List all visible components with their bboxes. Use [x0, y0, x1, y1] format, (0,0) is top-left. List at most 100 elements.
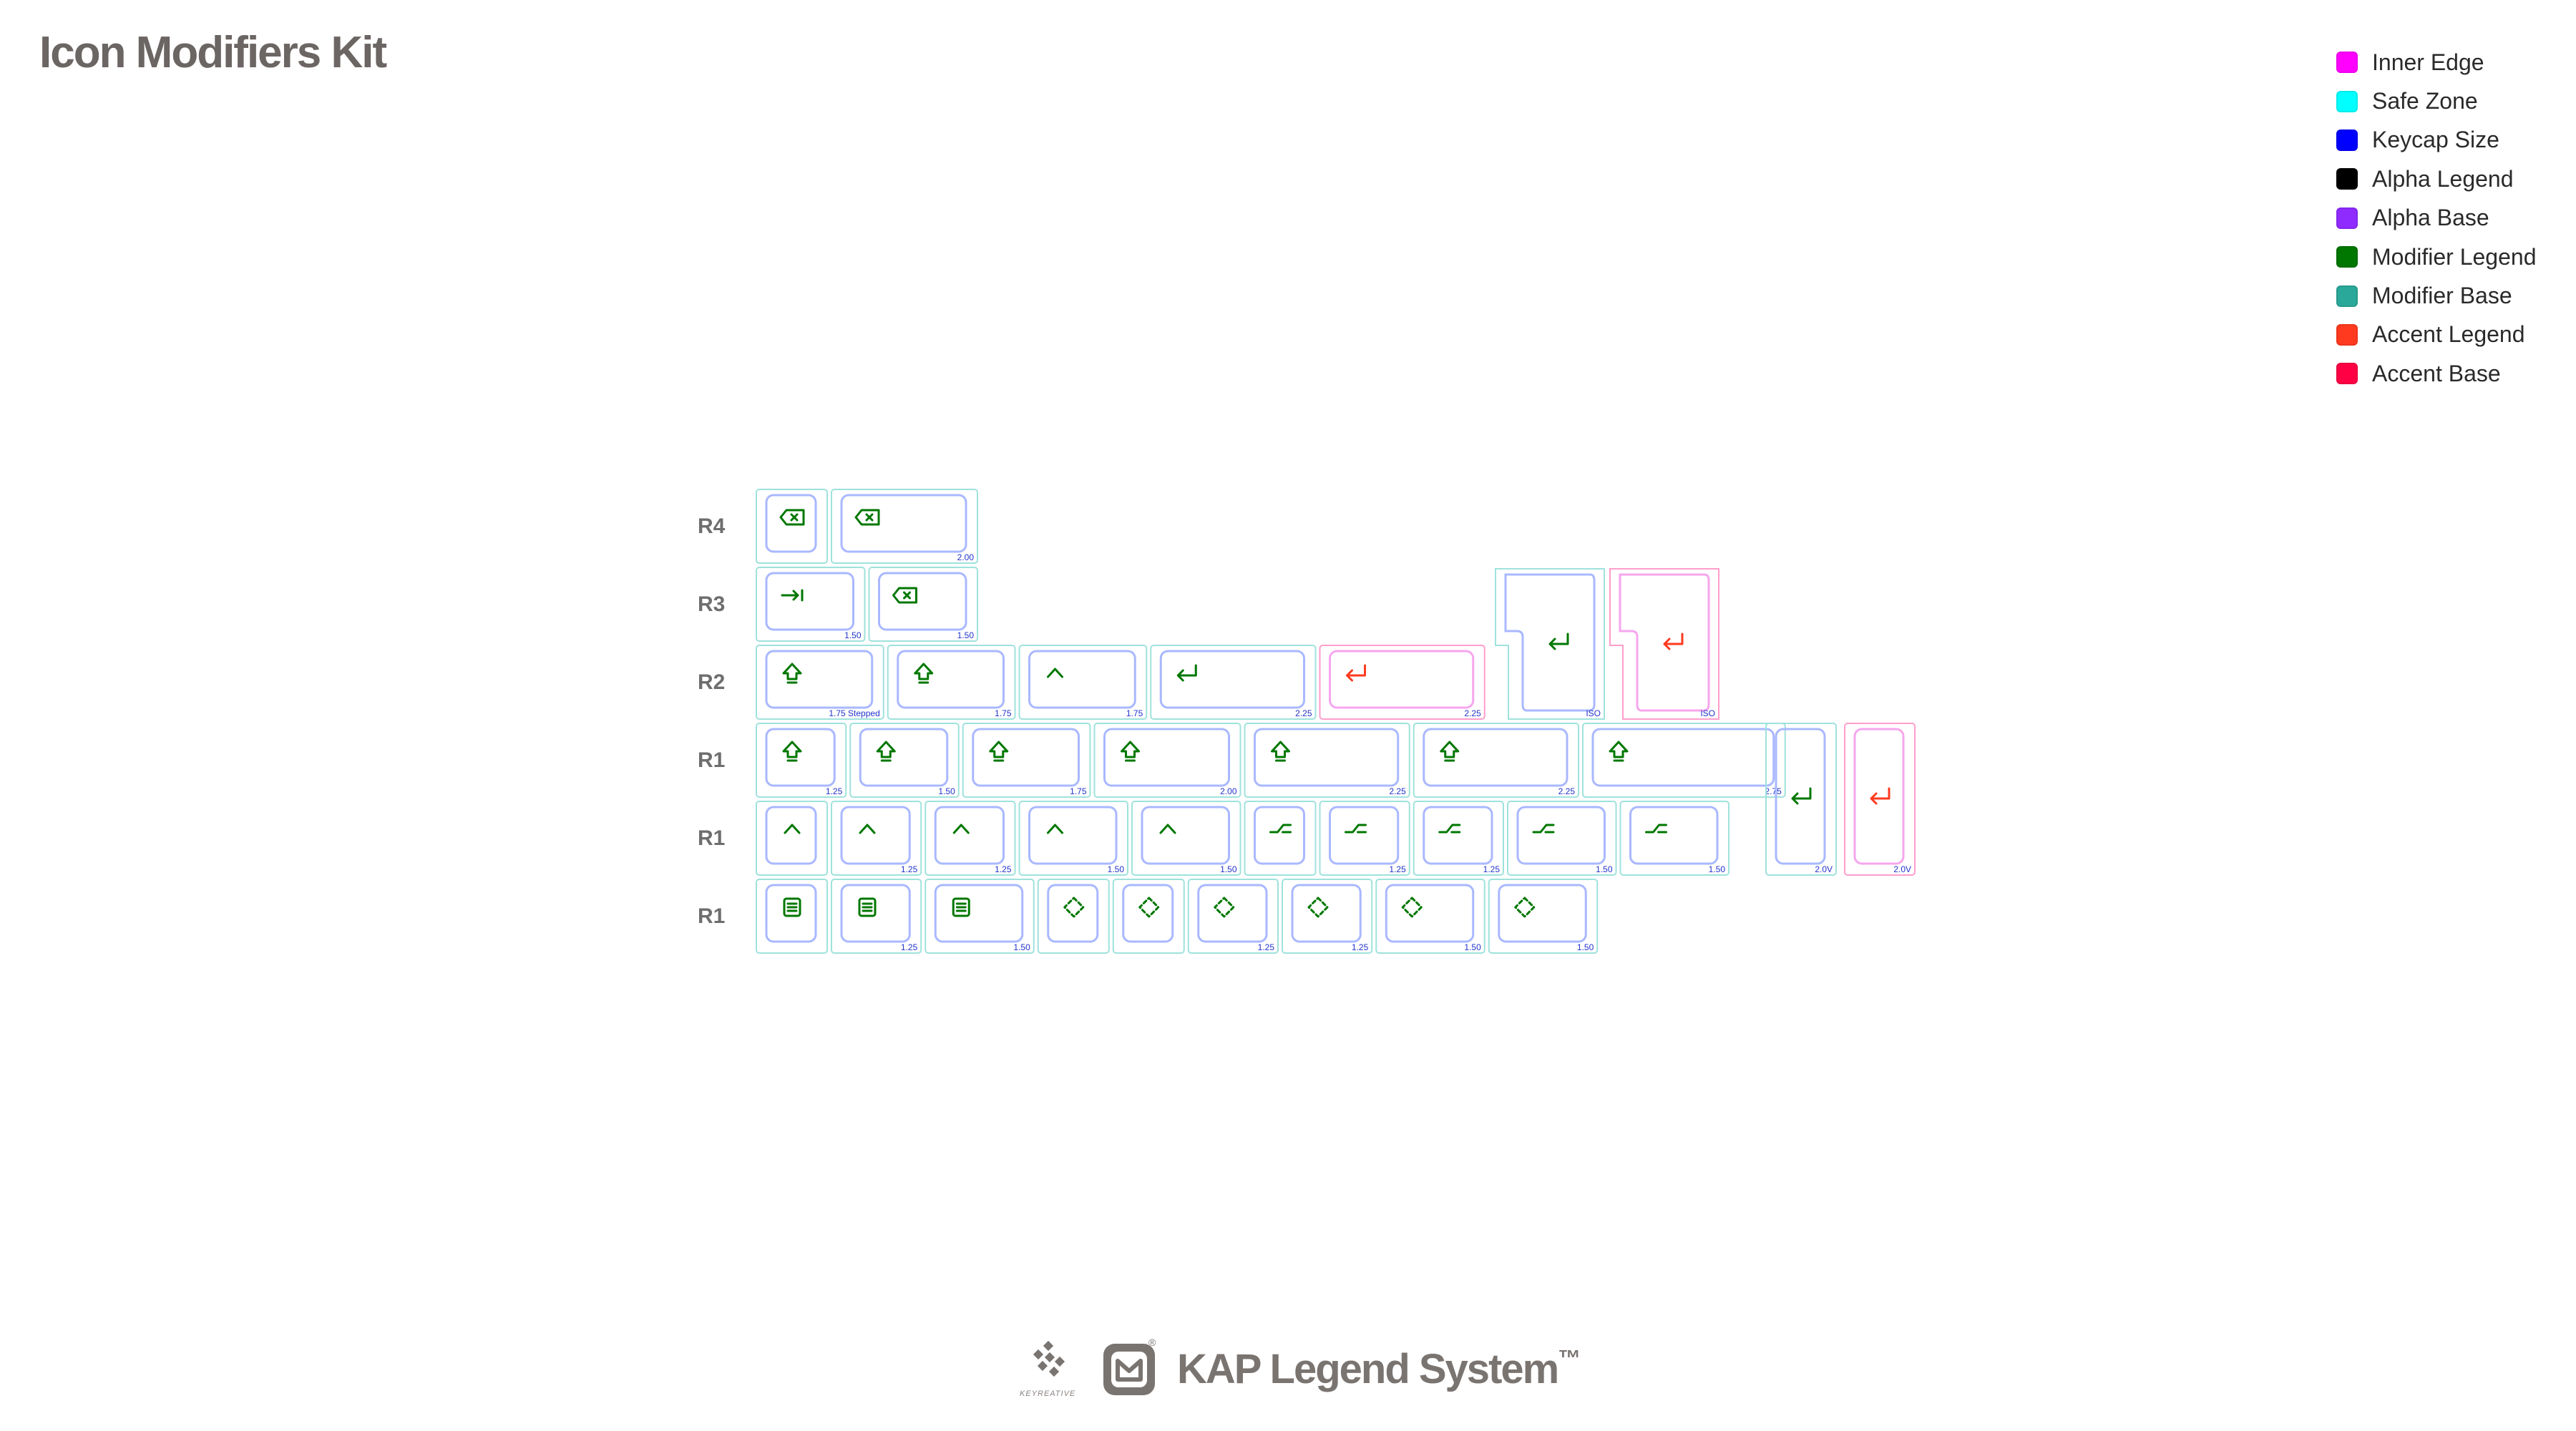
legend-swatch — [2336, 52, 2358, 74]
keycap-outline — [1131, 801, 1241, 876]
keycap-size-label: 1.75 Stepped — [829, 708, 879, 718]
keycap-outline — [849, 723, 960, 798]
keyreative-wordmark: KEYREATIVE — [1020, 1390, 1076, 1398]
keycap-outline — [1844, 723, 1916, 876]
keycap-inner-edge — [972, 728, 1080, 787]
modifier-keycap: ISO — [1495, 568, 1605, 720]
footer-brand-text: KAP Legend System — [1177, 1346, 1559, 1392]
modifier-keycap: 2.0V — [1765, 723, 1837, 876]
backspace-icon — [854, 509, 880, 526]
legend-item: Safe Zone — [2336, 82, 2536, 120]
keycap-size-label: 1.75 — [995, 708, 1012, 718]
legend-label: Alpha Base — [2372, 205, 2489, 231]
keycap-outline — [962, 723, 1091, 798]
option-icon — [1532, 824, 1555, 834]
shift-icon — [989, 741, 1009, 762]
modifier-keycap: 1.75 — [887, 645, 1016, 720]
legend-swatch — [2336, 168, 2358, 190]
keycap-inner-edge — [1141, 806, 1230, 865]
control-icon — [859, 824, 876, 834]
keycap-inner-edge — [1291, 884, 1362, 943]
modifier-keycap: 1.25 — [831, 879, 922, 954]
legend-swatch — [2336, 207, 2358, 229]
shift-icon — [1440, 741, 1460, 762]
control-icon — [1047, 668, 1063, 678]
keycap-inner-edge — [765, 884, 817, 943]
modifier-keycap: 1.25 — [1187, 879, 1279, 954]
row-label: R4 — [698, 514, 726, 538]
row-label: R3 — [698, 592, 726, 616]
keycap-outline — [1375, 879, 1485, 954]
keycap-inner-edge — [1047, 884, 1099, 943]
legend-label: Keycap Size — [2372, 127, 2499, 153]
keycap-size-label: 1.50 — [938, 786, 955, 796]
keycap-size-label: 2.25 — [1389, 786, 1406, 796]
keycap-outline — [1244, 723, 1410, 798]
legend-swatch — [2336, 323, 2358, 346]
keycap-size-label: ISO — [1586, 708, 1601, 718]
modifier-keycap: 1.50 — [849, 723, 960, 798]
keycap-inner-edge — [840, 806, 911, 865]
footer-brand: KAP Legend System™ — [1177, 1345, 1581, 1393]
modifier-keycap: 2.00 — [831, 489, 978, 564]
function-icon — [1138, 897, 1160, 918]
keycap-inner-edge — [765, 572, 854, 631]
modifier-keycap: 1.50 — [1018, 801, 1128, 876]
menu-icon — [858, 897, 877, 917]
keycap-inner-edge — [765, 806, 817, 865]
keycap-size-label: 1.50 — [1709, 864, 1726, 874]
modifier-keycap: 1.75 — [1018, 645, 1148, 720]
registered-mark: ® — [1148, 1337, 1156, 1348]
keycap-size-label: 1.50 — [1220, 864, 1237, 874]
backspace-icon — [779, 509, 805, 526]
legend-item: Accent Legend — [2336, 316, 2536, 354]
keycap-size-label: 2.0V — [1893, 864, 1911, 874]
keycap-inner-edge — [1423, 806, 1493, 865]
modifier-keycap — [1112, 879, 1185, 954]
shift-icon — [1609, 741, 1629, 762]
keycap-inner-edge — [765, 728, 836, 787]
keycap-outline — [1150, 645, 1317, 720]
keycap-size-label: 1.25 — [1389, 864, 1406, 874]
keycap-outline — [924, 801, 1016, 876]
legend-item: Modifier Legend — [2336, 238, 2536, 276]
modifier-keycap: 1.25 — [756, 723, 847, 798]
modifier-keycap: 1.50 — [1375, 879, 1485, 954]
keycap-inner-edge — [897, 650, 1005, 709]
keycap-size-label: 2.25 — [1464, 708, 1481, 718]
shift-icon — [782, 663, 802, 684]
trademark-mark: ™ — [1558, 1345, 1581, 1371]
keycap-size-label: 1.25 — [826, 786, 843, 796]
keycap-outline — [868, 567, 978, 642]
modifier-keycap: 2.00 — [1093, 723, 1241, 798]
modifier-keycap: 1.25 — [924, 801, 1016, 876]
keycap-inner-edge — [934, 884, 1024, 943]
keycap-outline — [1187, 879, 1279, 954]
modifier-keycap — [1244, 801, 1317, 876]
keycap-size-label: 1.25 — [995, 864, 1012, 874]
keycap-size-label: 1.75 — [1070, 786, 1087, 796]
shift-icon — [914, 663, 934, 684]
modifier-keycap: 1.50 — [1619, 801, 1729, 876]
keycap-size-label: 1.50 — [844, 630, 862, 640]
accent-keycap: 2.0V — [1844, 723, 1916, 876]
legend-label: Safe Zone — [2372, 88, 2478, 114]
control-icon — [784, 824, 801, 834]
keycap-inner-edge — [1504, 573, 1596, 712]
row-label: R1 — [698, 826, 726, 850]
keycap-size-label: 1.25 — [901, 864, 918, 874]
keycap-inner-edge — [765, 494, 817, 553]
option-icon — [1438, 824, 1461, 834]
legend-swatch — [2336, 363, 2358, 385]
keycap-size-label: 1.25 — [1352, 942, 1369, 952]
keycap-size-label: 2.0V — [1815, 864, 1833, 874]
legend-item: Keycap Size — [2336, 121, 2536, 160]
keycap-outline — [756, 489, 828, 564]
color-legend: Inner Edge Safe Zone Keycap Size Alpha Lege… — [2336, 43, 2536, 394]
row-label: R1 — [698, 748, 726, 772]
keycap-outline — [756, 645, 884, 720]
keycap-size-label: 1.25 — [1258, 942, 1275, 952]
legend-label: Inner Edge — [2372, 49, 2484, 75]
shift-icon — [876, 741, 896, 762]
function-icon — [1307, 897, 1329, 918]
